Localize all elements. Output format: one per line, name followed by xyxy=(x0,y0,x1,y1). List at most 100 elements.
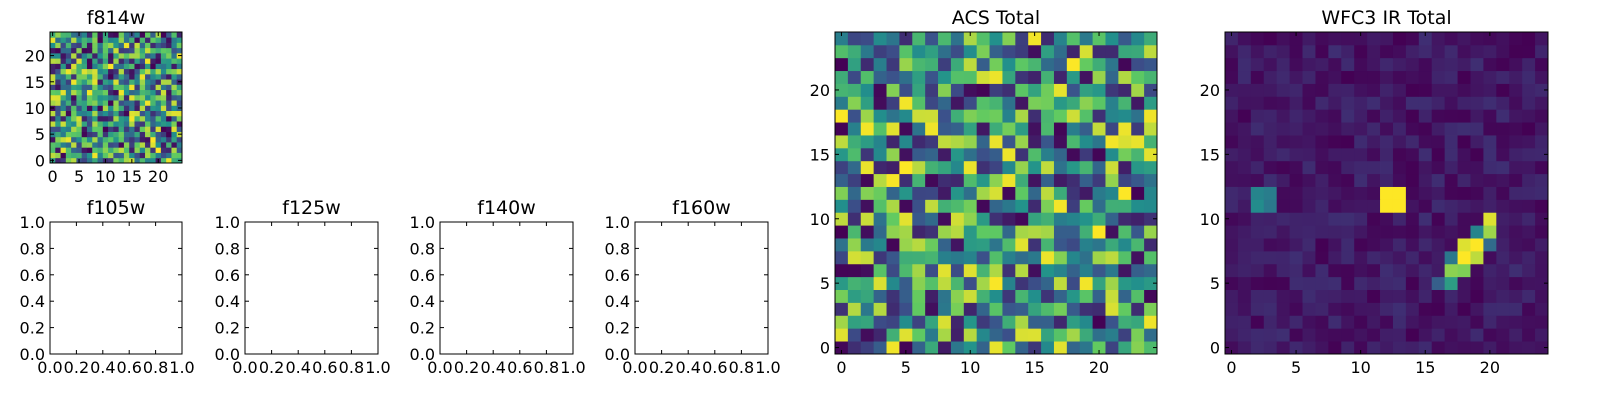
pixel-cell xyxy=(129,121,135,127)
pixel-cell xyxy=(1418,83,1433,97)
pixel-cell xyxy=(155,63,162,70)
pixel-cell xyxy=(1444,173,1458,187)
pixel-cell xyxy=(171,121,178,127)
pixel-cell xyxy=(1392,238,1407,252)
pixel-cell xyxy=(1041,315,1055,329)
pixel-cell xyxy=(1535,250,1549,265)
pixel-cell xyxy=(65,73,72,80)
pixel-cell xyxy=(166,142,172,148)
pixel-cell xyxy=(1250,147,1265,162)
pixel-cell xyxy=(1092,83,1106,97)
pixel-cell xyxy=(65,110,72,117)
pixel-cell xyxy=(139,63,146,70)
pixel-cell xyxy=(129,63,135,70)
pixel-cell xyxy=(97,157,104,164)
pixel-cell xyxy=(155,121,162,127)
pixel-cell xyxy=(139,126,146,132)
pixel-cell xyxy=(1015,109,1029,123)
pixel-cell xyxy=(886,238,900,252)
pixel-cell xyxy=(860,83,875,97)
pixel-cell xyxy=(134,152,141,159)
pixel-cell xyxy=(1263,173,1278,187)
pixel-cell xyxy=(938,122,952,136)
pixel-cell xyxy=(1237,32,1252,46)
pixel-cell xyxy=(1380,225,1394,239)
pixel-cell xyxy=(139,58,146,64)
pixel-cell xyxy=(1418,109,1433,123)
pixel-cell xyxy=(171,37,178,43)
pixel-cell xyxy=(1015,70,1029,84)
pixel-cell xyxy=(899,263,913,278)
pixel-cell xyxy=(1367,57,1381,72)
pixel-cell xyxy=(1079,263,1093,278)
pixel-cell xyxy=(1483,122,1497,136)
pixel-cell xyxy=(1302,315,1316,329)
pixel-cell xyxy=(1276,96,1290,110)
pixel-cell xyxy=(873,122,887,136)
pixel-cell xyxy=(1405,225,1420,239)
pixel-cell xyxy=(1341,263,1355,278)
pixel-cell xyxy=(963,122,978,136)
x-tick-label: 1.0 xyxy=(365,358,390,377)
pixel-cell xyxy=(1483,186,1497,200)
pixel-cell xyxy=(145,58,151,64)
pixel-cell xyxy=(1535,186,1549,200)
pixel-cell xyxy=(1470,225,1484,239)
pixel-cell xyxy=(134,37,141,43)
pixel-cell xyxy=(50,68,56,75)
pixel-cell xyxy=(1535,173,1549,187)
pixel-cell xyxy=(60,105,67,111)
x-tick-label: 0.0 xyxy=(427,358,452,377)
pixel-cell xyxy=(65,32,72,38)
pixel-cell xyxy=(86,73,93,80)
pixel-cell xyxy=(1367,32,1381,46)
pixel-cell xyxy=(102,110,109,117)
pixel-cell xyxy=(1276,302,1290,316)
pixel-cell xyxy=(166,84,172,91)
pixel-cell xyxy=(113,42,120,49)
pixel-cell xyxy=(171,147,178,153)
pixel-cell xyxy=(1131,212,1145,226)
pixel-cell xyxy=(1079,250,1093,265)
pixel-cell xyxy=(1066,109,1081,123)
pixel-cell xyxy=(1237,302,1252,316)
pixel-cell xyxy=(1431,186,1446,200)
pixel-cell xyxy=(1079,186,1093,200)
pixel-cell xyxy=(963,289,978,303)
pixel-cell xyxy=(97,100,104,106)
pixel-cell xyxy=(989,276,1003,290)
pixel-cell xyxy=(925,186,939,200)
pixel-cell xyxy=(55,121,61,127)
pixel-cell xyxy=(102,89,109,96)
pixel-cell xyxy=(113,147,120,153)
pixel-cell xyxy=(835,96,849,110)
pixel-cell xyxy=(1144,122,1158,136)
pixel-cell xyxy=(1522,250,1536,265)
pixel-cell xyxy=(873,341,887,355)
pixel-cell xyxy=(145,89,151,96)
pixel-cell xyxy=(81,32,88,38)
pixel-cell xyxy=(123,136,130,143)
pixel-cell xyxy=(899,32,913,46)
y-tick-label: 20 xyxy=(1200,81,1220,100)
pixel-cell xyxy=(1457,70,1471,84)
pixel-cell xyxy=(1053,250,1068,265)
pixel-cell xyxy=(1418,44,1433,59)
pixel-cell xyxy=(1535,341,1549,355)
pixel-cell xyxy=(1028,109,1042,123)
pixel-cell xyxy=(150,63,156,70)
pixel-cell xyxy=(81,37,88,43)
pixel-cell xyxy=(873,160,887,175)
pixel-cell xyxy=(1496,186,1510,200)
pixel-cell xyxy=(145,47,151,54)
pixel-cell xyxy=(92,136,98,143)
pixel-cell xyxy=(166,94,172,101)
pixel-cell xyxy=(1535,32,1549,46)
pixel-cell xyxy=(1315,250,1329,265)
pixel-cell xyxy=(50,73,56,80)
pixel-cell xyxy=(1028,44,1042,59)
x-tick-label: 1.0 xyxy=(169,358,194,377)
pixel-cell xyxy=(873,276,887,290)
pixel-cell xyxy=(1535,109,1549,123)
pixel-cell xyxy=(1380,122,1394,136)
